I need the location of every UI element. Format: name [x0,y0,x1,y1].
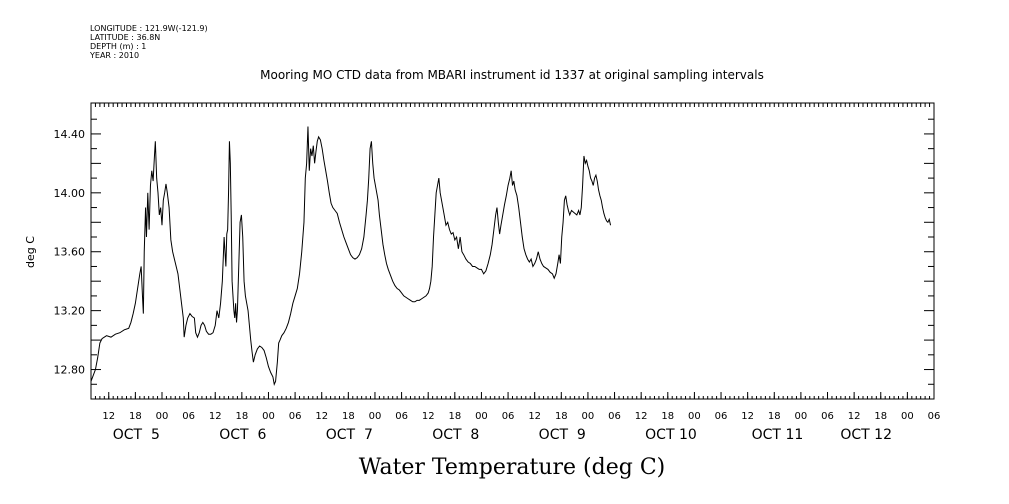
year-label: YEAR : 2010 [89,51,139,60]
y-tick-label: 14.00 [54,187,86,200]
hour-tick-label: 18 [555,411,568,422]
y-tick-labels: 12.80 13.20 13.60 14.00 14.40 [54,128,86,377]
hour-tick-label: 06 [821,411,834,422]
hour-tick-label: 00 [156,411,169,422]
latitude-label: LATITUDE : 36.8N [90,33,160,42]
hour-tick-label: 00 [901,411,914,422]
y-tick-label: 14.40 [54,128,86,141]
hour-tick-label: 18 [874,411,887,422]
hour-tick-label: 12 [315,411,328,422]
day-tick-label: OCT 10 [645,427,697,443]
x-axis-label: Water Temperature (deg C) [359,455,666,480]
y-axis-label: deg C [24,236,37,268]
y-ticks [91,118,934,385]
hour-tick-label: 12 [528,411,541,422]
hour-tick-label: 12 [422,411,435,422]
hour-tick-label: 06 [182,411,195,422]
hour-tick-label: 06 [502,411,515,422]
hour-tick-label: 18 [129,411,142,422]
hour-tick-label: 00 [475,411,488,422]
hour-tick-label: 12 [741,411,754,422]
hour-tick-label: 18 [661,411,674,422]
hour-tick-label: 06 [289,411,302,422]
depth-label: DEPTH (m) : 1 [90,42,146,51]
hour-tick-label: 18 [768,411,781,422]
y-tick-label: 13.60 [54,246,86,259]
day-tick-labels: OCT 5 OCT 6 OCT 7 OCT 8 OCT 9 OCT 10 OCT 11 OCT… [113,427,892,443]
day-tick-label: OCT 11 [752,427,804,443]
hour-tick-label: 12 [209,411,222,422]
day-tick-label: OCT 12 [840,427,892,443]
day-tick-label: OCT 6 [219,427,266,443]
hour-tick-label: 18 [342,411,355,422]
y-tick-label: 13.20 [54,305,86,318]
hour-tick-label: 06 [608,411,621,422]
hour-tick-label: 00 [688,411,701,422]
y-tick-label: 12.80 [54,364,86,377]
chart-title: Mooring MO CTD data from MBARI instrumen… [260,68,764,82]
day-tick-label: OCT 5 [113,427,160,443]
hour-tick-label: 00 [262,411,275,422]
hour-tick-label: 06 [395,411,408,422]
day-tick-label: OCT 8 [432,427,479,443]
water-temperature-line [90,126,612,386]
hour-tick-label: 18 [235,411,248,422]
bottom-ticks [90,392,935,399]
hour-tick-label: 00 [582,411,595,422]
top-minor-ticks [90,103,935,107]
day-tick-label: OCT 9 [539,427,586,443]
hour-tick-label: 18 [448,411,461,422]
hour-tick-label: 00 [795,411,808,422]
hour-tick-labels: 12 18 00 06 12 18 00 06 12 18 00 06 12 18 00 06 12 18 00 06… [102,411,940,422]
plot-frame [90,102,935,400]
hour-tick-label: 12 [102,411,115,422]
hour-tick-label: 00 [369,411,382,422]
hour-tick-label: 06 [928,411,941,422]
longitude-label: LONGITUDE : 121.9W(-121.9) [90,24,208,33]
hour-tick-label: 12 [848,411,861,422]
day-tick-label: OCT 7 [326,427,373,443]
hour-tick-label: 12 [635,411,648,422]
hour-tick-label: 06 [715,411,728,422]
